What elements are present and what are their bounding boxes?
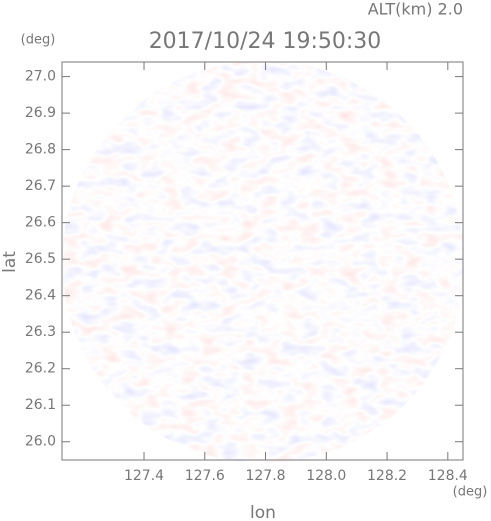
y-tick-label: 26.8 xyxy=(25,142,56,158)
subtitle: ALT(km) 2.0 xyxy=(368,0,463,19)
x-tick-label: 127.8 xyxy=(245,468,285,484)
y-axis-label: lat xyxy=(0,251,20,273)
y-unit: (deg) xyxy=(21,33,56,48)
x-tick-label: 128.2 xyxy=(367,468,407,484)
y-tick-label: 26.2 xyxy=(25,361,56,377)
y-tick-label: 26.0 xyxy=(25,434,56,450)
chart-title: 2017/10/24 19:50:30 xyxy=(149,29,382,54)
x-axis-label: lon xyxy=(250,503,276,521)
y-tick-label: 26.7 xyxy=(25,178,56,194)
y-tick-label: 26.6 xyxy=(25,215,56,231)
plot-frame xyxy=(61,61,464,461)
x-tick-label: 127.6 xyxy=(185,468,225,484)
x-tick-label: 127.4 xyxy=(124,468,164,484)
x-unit: (deg) xyxy=(453,485,488,500)
y-tick-label: 26.5 xyxy=(25,251,56,267)
radar-disc xyxy=(62,61,464,463)
x-tick-label: 128.4 xyxy=(428,468,468,484)
y-tick-label: 26.9 xyxy=(25,105,56,121)
y-tick-label: 26.1 xyxy=(25,397,56,413)
y-tick-label: 26.4 xyxy=(25,288,56,304)
y-tick-label: 27.0 xyxy=(25,69,56,85)
y-tick-label: 26.3 xyxy=(25,324,56,340)
x-tick-label: 128.0 xyxy=(306,468,346,484)
